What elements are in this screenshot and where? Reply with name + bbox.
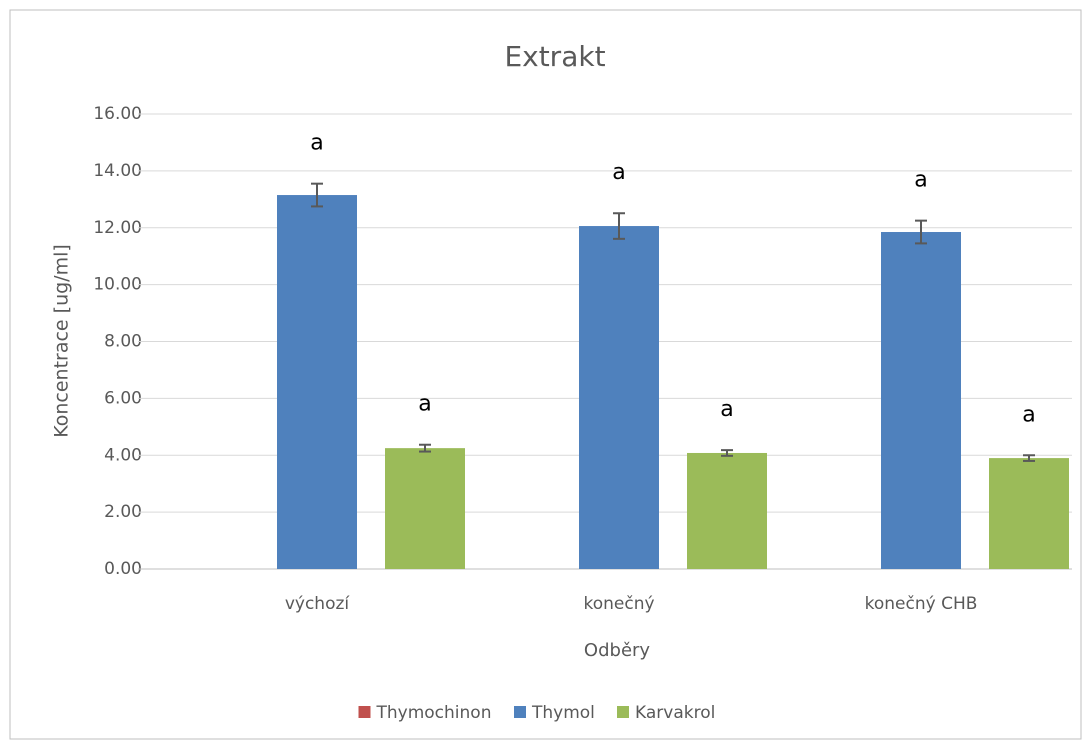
- legend-swatch: [617, 706, 629, 718]
- bar: [687, 452, 767, 569]
- x-tick-label: konečný CHB: [865, 594, 978, 614]
- y-tick-label: 10.00: [93, 275, 142, 295]
- y-tick-label: 0.00: [104, 559, 142, 579]
- y-tick-label: 6.00: [104, 388, 142, 408]
- legend-swatch: [358, 706, 371, 718]
- x-tick-label: výchozí: [285, 594, 351, 614]
- y-tick-label: 12.00: [93, 218, 142, 238]
- annotation: a: [418, 392, 431, 417]
- y-tick-label: 16.00: [93, 104, 142, 124]
- annotation: a: [612, 160, 625, 185]
- x-axis-label: Odběry: [584, 640, 650, 661]
- annotation: a: [1022, 402, 1035, 427]
- y-tick-label: 4.00: [104, 445, 142, 465]
- y-tick-label: 8.00: [104, 332, 142, 352]
- bar: [579, 226, 659, 569]
- annotation: a: [914, 168, 927, 193]
- bar: [385, 448, 465, 569]
- legend-label: Thymol: [531, 703, 595, 723]
- annotation: a: [720, 397, 733, 422]
- bar: [989, 458, 1069, 569]
- y-tick-label: 14.00: [93, 161, 142, 181]
- annotation: a: [310, 131, 323, 156]
- chart-title: Extrakt: [504, 40, 605, 73]
- bar: [277, 195, 357, 569]
- x-tick-label: konečný: [583, 594, 654, 614]
- y-tick-label: 2.00: [104, 502, 142, 522]
- legend-label: Karvakrol: [635, 703, 715, 723]
- y-axis-label: Koncentrace [ug/ml]: [51, 244, 73, 438]
- legend-label: Thymochinon: [376, 703, 492, 723]
- legend-swatch: [514, 706, 526, 718]
- bar: [881, 232, 961, 569]
